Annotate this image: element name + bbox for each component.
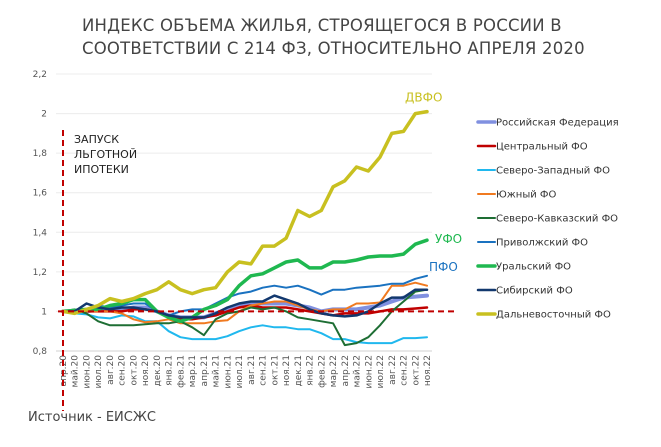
- annotation-text: ИПОТЕКИ: [74, 163, 129, 176]
- annotation-text: ЗАПУСК: [74, 133, 119, 146]
- x-tick-label: мар.22: [329, 355, 339, 387]
- x-tick-label: окт.22: [411, 355, 421, 386]
- end-label: ДВФО: [405, 91, 442, 105]
- series-line: [62, 288, 428, 347]
- x-tick-label: июл.20: [94, 355, 104, 389]
- series-line: [62, 310, 428, 345]
- annotation-text: ЛЬГОТНОЙ: [74, 148, 137, 161]
- legend-label: Сибирский ФО: [496, 286, 573, 297]
- legend-label: Северо-Кавказский ФО: [496, 214, 618, 225]
- series-line: [61, 288, 429, 319]
- series-line: [61, 109, 429, 316]
- legend-label: Южный ФО: [496, 190, 557, 201]
- end-label: УФО: [435, 232, 462, 246]
- x-tick-label: авг.21: [247, 355, 257, 385]
- x-tick-label: июл.21: [235, 355, 245, 389]
- x-tick-label: май.22: [353, 355, 363, 387]
- y-tick-label: 1,6: [33, 189, 48, 199]
- x-tick-label: сен.21: [259, 355, 269, 386]
- x-tick-label: фев.21: [176, 355, 186, 388]
- x-tick-label: дек.21: [294, 355, 304, 387]
- series-line: [61, 293, 429, 320]
- x-tick-label: дек.20: [153, 355, 163, 387]
- x-tick-label: авг.22: [388, 355, 398, 385]
- y-tick-label: 2: [41, 110, 47, 120]
- x-tick-label: апр.22: [341, 355, 351, 386]
- series-line: [62, 274, 428, 317]
- x-tick-label: ноя.22: [423, 355, 433, 386]
- x-tick-label: июн.21: [223, 355, 233, 389]
- x-tick-label: сен.20: [118, 355, 128, 386]
- legend-label: Приволжский ФО: [496, 238, 588, 249]
- y-tick-label: 1,2: [33, 268, 47, 278]
- x-tick-label: ноя.21: [282, 355, 292, 386]
- x-tick-label: сен.22: [400, 355, 410, 386]
- chart-title: ИНДЕКС ОБЪЕМА ЖИЛЬЯ, СТРОЯЩЕГОСЯ В РОССИ…: [82, 16, 585, 58]
- y-tick-label: 1: [41, 307, 47, 317]
- x-tick-label: янв.21: [165, 355, 175, 386]
- x-tick-label: июн.22: [364, 355, 374, 389]
- y-tick-label: 1,8: [33, 149, 48, 159]
- end-label: ПФО: [429, 260, 458, 274]
- x-tick-label: окт.21: [270, 355, 280, 386]
- x-tick-label: май.20: [71, 355, 81, 388]
- x-tick-label: авг.20: [106, 355, 116, 385]
- source-note: Источник - ЕИСЖС: [28, 410, 156, 425]
- x-tick-label: июл.22: [376, 355, 386, 389]
- x-tick-label: май.21: [212, 355, 222, 387]
- x-tick-label: ноя.20: [141, 355, 151, 386]
- y-tick-label: 0,8: [33, 347, 48, 357]
- x-tick-label: апр.21: [200, 355, 210, 386]
- legend-label: Уральский ФО: [496, 262, 571, 273]
- x-tick-label: июн.20: [82, 355, 92, 389]
- x-tick-label: янв.22: [306, 355, 316, 386]
- series-line: [61, 238, 429, 324]
- x-tick-label: окт.20: [129, 355, 139, 386]
- x-tick-label: мар.21: [188, 355, 198, 387]
- y-tick-label: 2,2: [33, 70, 47, 80]
- legend-label: Центральный ФО: [496, 142, 588, 153]
- legend-label: Дальневосточный ФО: [496, 310, 611, 321]
- legend-label: Российская Федерация: [496, 118, 619, 129]
- y-tick-label: 1,4: [33, 228, 48, 238]
- x-tick-label: фев.22: [317, 355, 327, 388]
- legend-label: Северо-Западный ФО: [496, 166, 610, 177]
